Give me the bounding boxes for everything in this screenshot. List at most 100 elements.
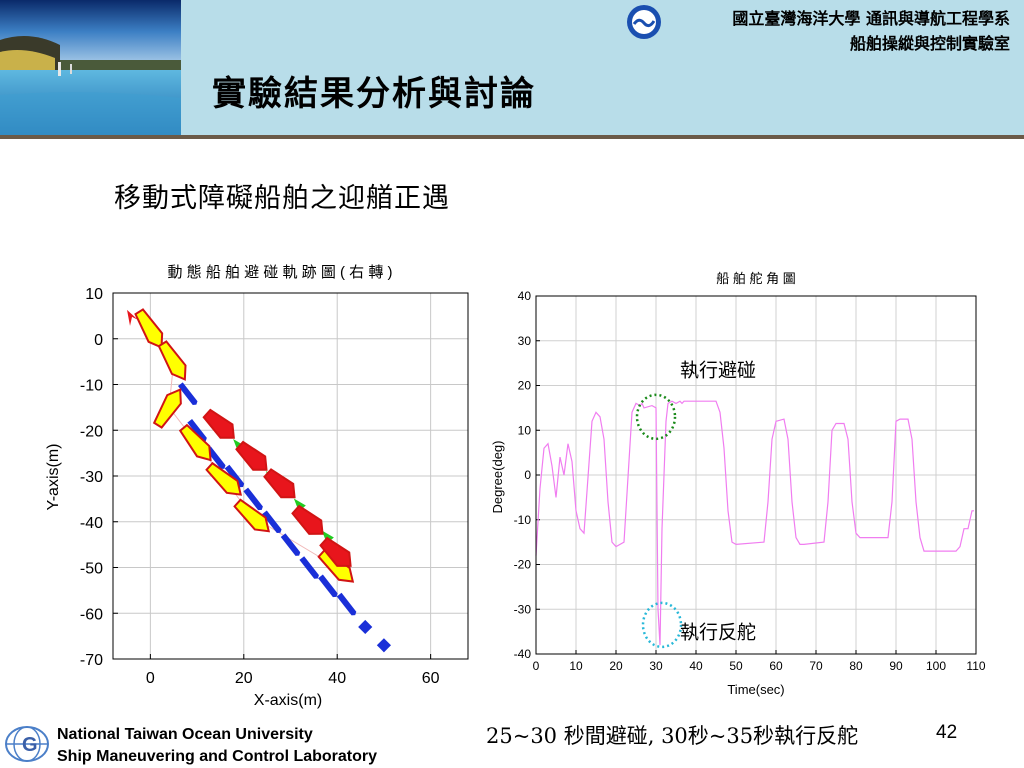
target-ship-hull-shape: [263, 468, 296, 499]
obstacle-ship-point: [206, 446, 226, 470]
trajectory-chart-series: [127, 308, 391, 653]
target-ship-hull-shape: [319, 536, 352, 567]
university-name: 國立臺灣海洋大學 通訊與導航工程學系: [732, 9, 1010, 28]
target-ship-hull-shape: [291, 504, 324, 535]
avoidance-circle: [635, 393, 677, 441]
x-tick-label: 20: [235, 670, 253, 687]
x-tick-label: 30: [649, 659, 663, 673]
target-ship-hull-shape: [235, 440, 268, 471]
x-tick-label: 20: [609, 659, 623, 673]
footer-lab: Ship Maneuvering and Control Laboratory: [57, 748, 378, 765]
own-ship-hull: [233, 498, 271, 533]
trajectory-chart-xlabel: X-axis(m): [254, 692, 322, 709]
obstacle-ship-point: [358, 619, 373, 635]
own-ship-hull: [157, 340, 187, 381]
obstacle-ship-point: [262, 510, 282, 534]
target-ship-hull: [291, 504, 324, 535]
x-tick-label: 90: [889, 659, 903, 673]
obstacle-ship-point: [224, 464, 245, 488]
rudder-chart-xticks: 0 10 20 30 40 50 60 70 80 90 100 110: [533, 659, 986, 673]
counter-rudder-label: 執行反舵: [680, 621, 756, 643]
obstacle-ship-marker: [336, 592, 357, 616]
y-tick-label: 0: [94, 332, 103, 349]
target-ship-hull: [319, 536, 352, 567]
obstacle-ship-point: [318, 574, 338, 598]
slide-header: 實驗結果分析與討論 國立臺灣海洋大學 通訊與導航工程學系 船舶操縱與控制實驗室: [0, 0, 1024, 140]
y-tick-label: -10: [80, 378, 103, 395]
own-ship-hull-shape: [134, 308, 164, 349]
own-ship-hull-shape: [178, 423, 212, 462]
target-ship-hull: [202, 408, 235, 439]
target-ship-hull: [235, 440, 268, 471]
rudder-chart-frame: [535, 295, 977, 655]
rudder-chart-series: [535, 400, 974, 646]
obstacle-ship-marker: [376, 638, 391, 653]
rudder-chart-xlabel: Time(sec): [727, 682, 784, 697]
green-marker: [293, 498, 306, 512]
x-tick-label: 80: [849, 659, 863, 673]
own-ship-hull-shape: [205, 461, 243, 496]
obstacle-ship-marker: [318, 574, 338, 598]
own-ship-hull-shape: [152, 388, 182, 429]
x-tick-label: 40: [689, 659, 703, 673]
obstacle-ship-marker: [358, 619, 373, 635]
own-ship-hull: [178, 423, 212, 462]
lab-name: 船舶操縱與控制實驗室: [849, 34, 1010, 53]
y-tick-label: 40: [518, 289, 532, 303]
header-band: [181, 0, 1024, 135]
rudder-angle-line: [535, 400, 974, 646]
obstacle-ship-marker: [243, 487, 263, 511]
obstacle-ship-marker: [224, 464, 245, 488]
obstacle-ship-marker: [206, 446, 226, 470]
y-tick-label: 10: [518, 423, 532, 437]
green-marker: [321, 530, 334, 544]
y-tick-label: -60: [80, 606, 103, 623]
obstacle-ship-marker: [187, 418, 207, 442]
trajectory-chart-frame: [112, 292, 469, 660]
rudder-chart-grid: [535, 295, 977, 655]
own-ship-hull: [152, 388, 182, 429]
start-arrow: [127, 309, 139, 326]
own-ship-hull: [205, 461, 243, 496]
x-tick-label: 40: [328, 670, 346, 687]
y-tick-label: 0: [524, 468, 531, 482]
obstacle-ship-point: [336, 592, 357, 616]
rudder-angle-chart: 船 舶 舵 角 圖 0 10 20 30 40 50 60 70 80 90 100 110 4030…: [490, 271, 986, 697]
y-tick-label: -30: [80, 469, 103, 486]
y-tick-label: -40: [80, 515, 103, 532]
y-tick-label: 30: [518, 334, 532, 348]
x-tick-label: 10: [569, 659, 583, 673]
footer-university: National Taiwan Ocean University: [57, 726, 313, 743]
slide-caption: 25~30 秒間避碰, 30秒~35秒執行反舵: [486, 724, 859, 748]
y-tick-label: -30: [514, 602, 532, 616]
y-tick-label: -50: [80, 561, 103, 578]
page-title: 實驗結果分析與討論: [212, 74, 536, 114]
x-tick-label: 100: [926, 659, 946, 673]
rudder-chart-yticks: 40 30 20 10 0 -10 -20 -30 -40: [514, 289, 532, 661]
obstacle-ship-marker: [262, 510, 282, 534]
obstacle-ship-marker: [280, 533, 301, 556]
header-harbor-photo: [0, 0, 181, 135]
rudder-chart-title: 船 舶 舵 角 圖: [716, 271, 795, 286]
x-tick-label: 50: [729, 659, 743, 673]
own-ship-hull: [134, 308, 164, 349]
target-ship-hull: [263, 468, 296, 499]
slide-subtitle: 移動式障礙船舶之迎艏正遇: [114, 183, 450, 214]
x-tick-label: 60: [422, 670, 440, 687]
x-tick-label: 0: [533, 659, 540, 673]
trajectory-chart-title: 動 態 船 舶 避 碰 軌 跡 圖 ( 右 轉 ): [167, 264, 392, 281]
lab-logo-icon: G: [5, 726, 49, 762]
svg-text:G: G: [22, 734, 38, 756]
obstacle-ship-point: [243, 487, 263, 511]
x-tick-label: 60: [769, 659, 783, 673]
x-tick-label: 70: [809, 659, 823, 673]
y-tick-label: 20: [518, 379, 532, 393]
y-tick-label: -10: [514, 513, 532, 527]
trajectory-chart-yticks: 10 0 -10 -20 -30 -40 -50 -60 -70: [80, 286, 103, 669]
y-tick-label: -70: [80, 652, 103, 669]
obstacle-ship-point: [299, 556, 319, 579]
target-ship-hull-shape: [202, 408, 235, 439]
trajectory-chart: 動 態 船 舶 避 碰 軌 跡 圖 ( 右 轉 ) 0 20 40 60 10 0 -10…: [45, 264, 469, 709]
y-tick-label: -40: [514, 647, 532, 661]
y-tick-label: -20: [80, 423, 103, 440]
